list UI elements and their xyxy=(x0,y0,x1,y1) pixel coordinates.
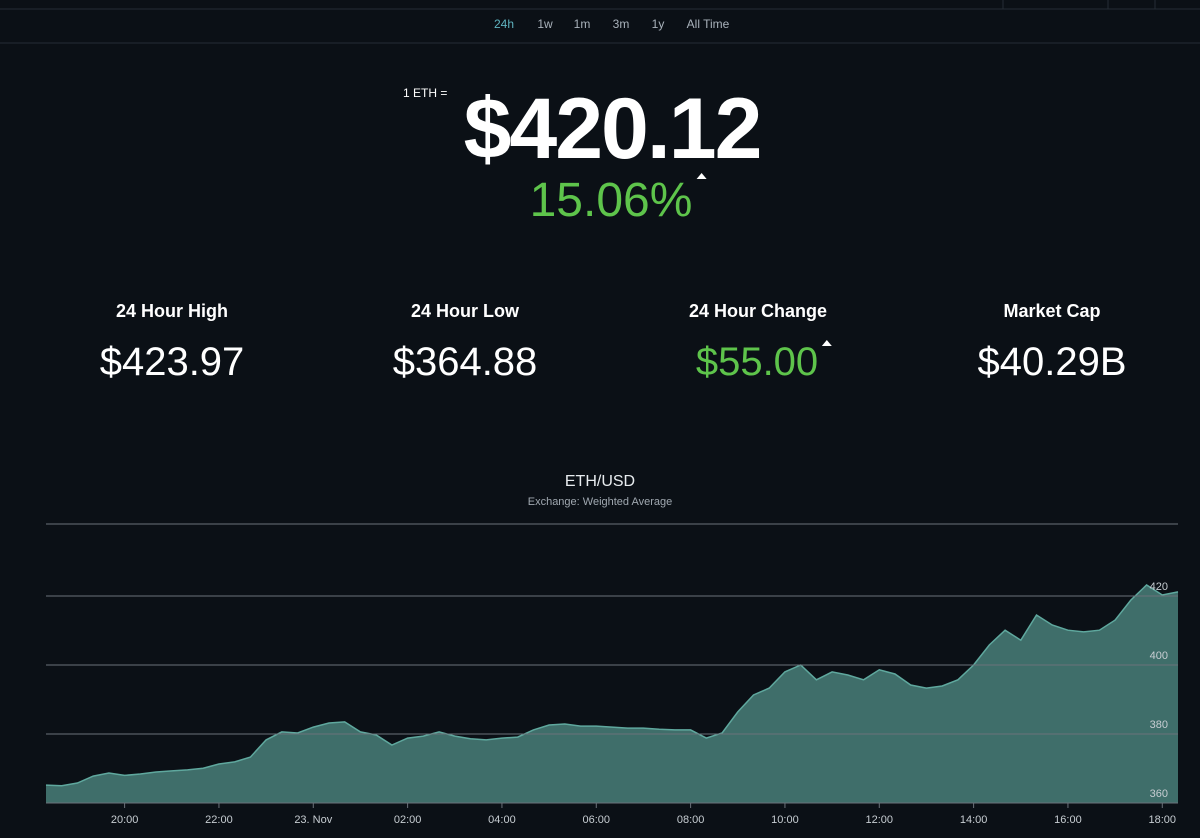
stat-label: 24 Hour Low xyxy=(410,301,520,321)
x-tick-label: 14:00 xyxy=(960,814,988,826)
change-text: 15.06% xyxy=(529,174,693,227)
stat-value: $55.00 xyxy=(695,340,833,385)
stat-value: $40.29B xyxy=(977,340,1127,384)
y-tick-label: 380 xyxy=(1150,719,1168,731)
chart-title: ETH/USD xyxy=(565,473,635,490)
unit-label: 1 ETH = xyxy=(403,86,448,100)
stat-label: 24 Hour High xyxy=(115,301,229,321)
price-change: 15.06% xyxy=(530,173,707,228)
stat-label: Market Cap xyxy=(1003,301,1101,321)
y-tick-label: 420 xyxy=(1150,581,1168,593)
price: $420.12 xyxy=(463,81,763,177)
x-tick-label: 12:00 xyxy=(866,814,894,826)
stat-value: $364.88 xyxy=(392,340,538,384)
x-tick-label: 18:00 xyxy=(1149,814,1177,826)
y-tick-label: 400 xyxy=(1150,650,1168,662)
range-tab[interactable]: 3m xyxy=(612,17,630,31)
y-tick-label: 360 xyxy=(1150,788,1168,800)
x-tick-label: 06:00 xyxy=(583,814,611,826)
stat-value-text: $55.00 xyxy=(695,340,819,384)
up-caret xyxy=(696,173,707,179)
x-tick-label: 02:00 xyxy=(394,814,422,826)
x-tick-label: 08:00 xyxy=(677,814,705,826)
stat-label: 24 Hour Change xyxy=(688,301,828,321)
x-tick-label: 23. Nov xyxy=(294,814,332,826)
stat-value: $423.97 xyxy=(99,340,245,384)
up-caret xyxy=(822,340,833,346)
range-tab[interactable]: All Time xyxy=(686,17,730,31)
x-tick-label: 16:00 xyxy=(1054,814,1082,826)
chart-subtitle: Exchange: Weighted Average xyxy=(528,496,673,508)
x-tick-label: 10:00 xyxy=(771,814,799,826)
range-tab[interactable]: 24h xyxy=(493,17,515,31)
x-tick-label: 20:00 xyxy=(111,814,139,826)
x-tick-label: 04:00 xyxy=(488,814,516,826)
area xyxy=(46,585,1178,803)
range-tab[interactable]: 1w xyxy=(537,17,553,31)
range-tab[interactable]: 1y xyxy=(651,17,665,31)
line xyxy=(45,584,1179,787)
x-tick-label: 22:00 xyxy=(205,814,233,826)
range-tab[interactable]: 1m xyxy=(573,17,591,31)
